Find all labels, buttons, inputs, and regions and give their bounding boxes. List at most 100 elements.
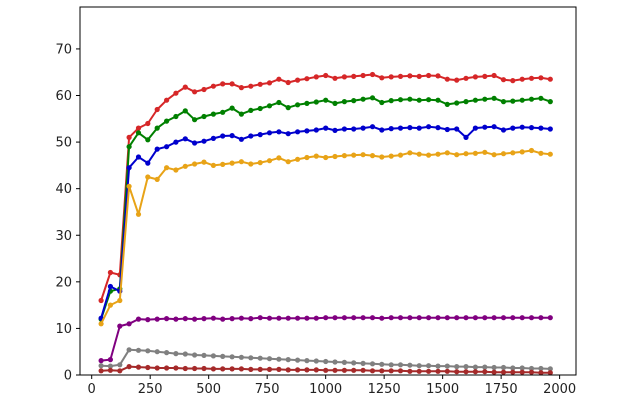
series-line [100,149,551,325]
data-point [285,159,291,165]
data-point [182,316,188,322]
data-point [220,353,226,359]
data-point [107,363,113,369]
data-point [229,160,235,166]
data-point [248,83,254,89]
data-point [500,369,507,375]
data-point [126,144,132,150]
data-point [360,152,366,158]
data-point [500,315,507,321]
data-point [416,151,422,157]
data-point [360,96,366,102]
x-tick-label: 1250 [368,382,401,397]
y-tick-label: 70 [55,42,72,57]
data-point [491,364,497,371]
y-axis: 0 10 20 30 40 50 60 70 [55,42,80,384]
y-tick-label: 50 [55,136,72,151]
data-point [482,73,488,79]
data-point [538,75,544,81]
data-point [426,368,432,374]
data-point [145,364,151,371]
data-point [201,113,207,120]
data-point [500,99,507,105]
data-point [538,150,544,156]
series-6 [98,347,553,372]
y-tick-label: 0 [64,369,72,384]
data-point [323,97,329,103]
data-point [135,211,142,217]
series-4 [98,147,553,327]
data-point [313,74,319,80]
data-point [126,134,132,140]
data-point [332,315,338,321]
data-point [220,133,226,139]
data-point [164,350,170,356]
data-point [182,351,188,357]
data-point [510,98,516,104]
data-point [229,354,235,360]
data-point [285,367,291,373]
data-point [107,302,113,308]
data-point [257,105,263,112]
data-point [510,150,516,156]
series-2 [98,95,553,322]
data-point [323,154,329,161]
data-point [426,124,432,130]
data-point [369,71,376,78]
data-point [313,367,319,373]
data-point [173,351,179,357]
data-point [145,137,151,143]
data-point [379,75,385,81]
data-point [257,355,263,361]
data-point [257,366,263,372]
data-point [379,315,385,321]
data-point [472,125,478,131]
data-point [435,125,441,131]
data-point [379,361,385,367]
data-point [323,315,329,321]
data-point [276,155,282,161]
data-point [407,73,413,79]
data-point [313,315,319,321]
data-point [351,98,357,104]
data-point [341,126,347,132]
data-point [117,362,123,368]
data-point [313,153,319,159]
data-point [407,315,413,321]
data-point [192,89,198,95]
data-point [482,364,488,370]
data-point [472,315,478,321]
data-point [285,315,291,321]
data-point [472,364,478,370]
data-point [248,366,254,372]
data-point [173,316,179,322]
data-point [98,368,104,374]
data-point [360,315,366,321]
data-point [192,365,198,372]
data-point [98,321,104,327]
data-point [519,315,525,321]
data-point [388,368,394,374]
data-point [472,369,478,375]
x-axis: 0 250 500 750 1000 1250 1500 1750 2000 [88,375,576,397]
data-point [201,316,207,322]
data-point [285,131,291,137]
data-point [238,159,244,165]
data-point [201,86,207,93]
data-point [248,107,254,113]
data-point [210,111,216,117]
data-point [528,125,535,131]
data-point [500,151,507,157]
data-point [444,101,450,107]
data-point [295,367,301,373]
data-point [192,140,198,146]
data-point [341,359,347,365]
data-point [107,283,113,290]
data-point [164,316,170,322]
data-point [257,132,263,138]
data-point [454,369,460,375]
data-point [463,369,469,375]
data-point [135,125,142,131]
data-point [482,124,488,130]
data-point [547,366,553,372]
